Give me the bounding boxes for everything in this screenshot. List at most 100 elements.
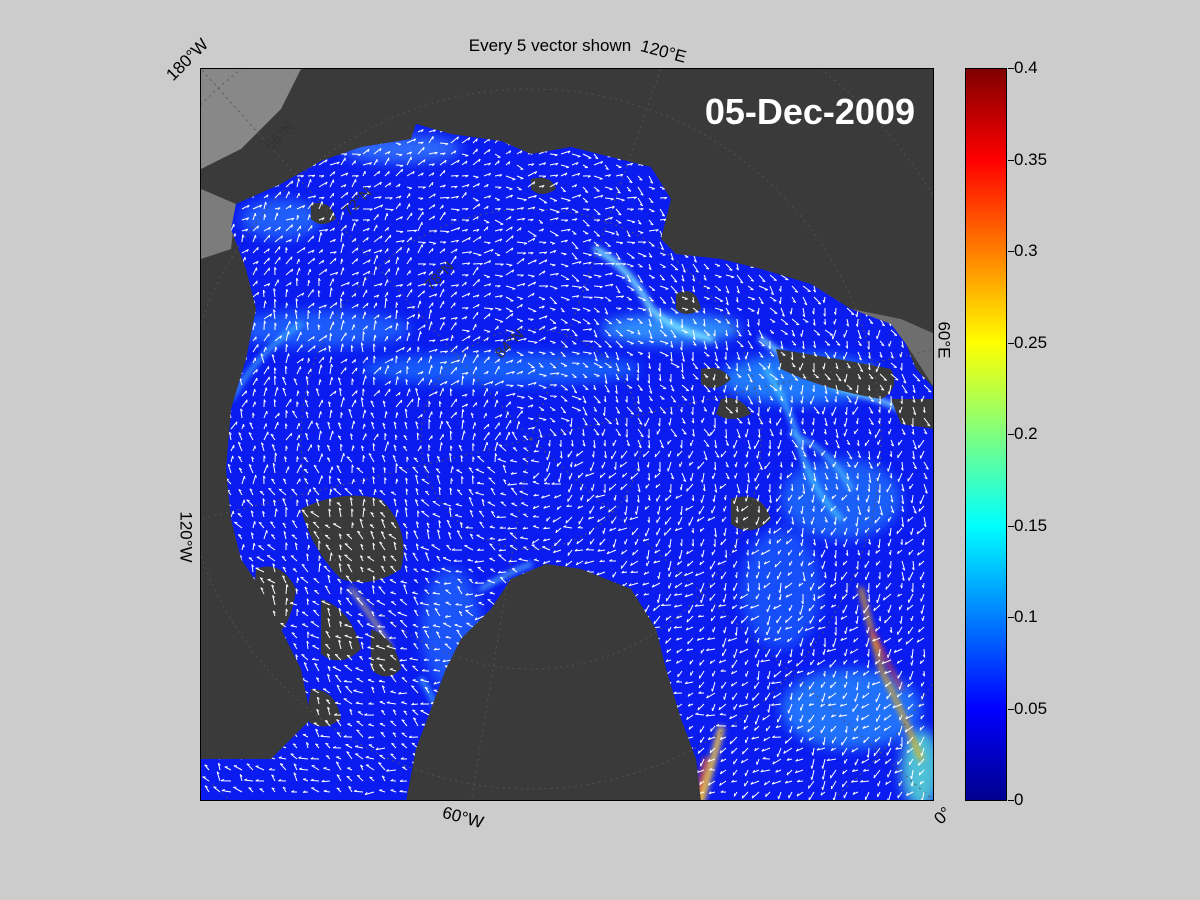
drift-vector [373,314,380,320]
drift-vector-head [356,258,359,262]
drift-vector-head [584,201,588,203]
drift-vector [659,274,665,281]
drift-vector [516,207,524,210]
drift-vector-head [470,412,474,416]
drift-vector-head [542,305,545,309]
drift-vector-head [822,299,825,303]
drift-vector-head [695,270,699,273]
drift-vector [306,322,309,331]
drift-vector-head [321,196,325,200]
drift-vector [461,419,464,430]
drift-vector-head [837,343,841,346]
drift-vector-head [488,172,492,176]
drift-vector [273,309,276,320]
drift-vector-head [616,368,620,372]
drift-vector [417,146,425,155]
drift-vector [439,361,447,364]
drift-vector-head [691,420,695,424]
drift-vector-head [397,256,399,261]
drift-vector-head [288,353,290,357]
drift-vector-head [714,445,717,449]
drift-vector [831,406,837,416]
drift-vector-head [662,254,666,256]
drift-vector-head [365,375,367,379]
drift-vector-head [543,325,546,329]
drift-vector-head [553,395,558,399]
drift-vector [304,400,309,408]
drift-vector [494,307,502,311]
drift-vector [593,417,601,426]
drift-vector-head [802,355,805,359]
drift-vector [890,439,895,447]
drift-vector-head [465,307,469,310]
drift-vector-head [497,285,501,288]
drift-vector-head [498,309,502,311]
drift-vector-head [432,215,436,219]
drift-vector-head [879,355,883,358]
drift-vector-head [273,288,276,292]
drift-vector-head [457,359,460,363]
drift-vector [864,439,870,447]
drift-vector-head [713,333,716,337]
drift-vector [406,257,412,265]
drift-vector-head [428,444,431,448]
drift-vector-head [724,399,728,404]
drift-vector [692,373,699,380]
drift-vector [373,389,380,397]
drift-vector-head [455,291,458,295]
drift-vector-head [479,236,482,240]
drift-vector-head [311,249,315,253]
drift-vector [846,307,855,315]
drift-vector-head [465,372,469,375]
drift-vector [329,390,337,397]
drift-vector [307,257,315,265]
drift-vector [669,417,672,426]
drift-vector-head [793,457,797,461]
drift-vector [747,362,752,372]
drift-vector-head [802,314,806,318]
drift-vector-head [792,300,796,304]
drift-vector-head [295,298,299,302]
drift-vector-head [274,298,277,302]
drift-vector-head [541,209,545,212]
drift-vector-head [912,400,916,403]
drift-vector [747,417,751,425]
drift-vector-head [396,309,399,313]
drift-vector-head [714,398,719,402]
drift-vector [593,262,604,265]
drift-vector-head [440,442,443,446]
drift-vector [714,318,722,323]
drift-vector-head [658,378,662,382]
drift-vector-head [534,195,537,198]
drift-vector-head [340,443,343,447]
drift-vector [439,388,444,397]
drift-vector-head [649,255,653,258]
drift-vector-head [476,229,480,232]
drift-vector-head [305,411,309,415]
drift-vector-head [388,380,392,385]
drift-vector-head [399,336,402,340]
drift-vector [714,362,720,369]
drift-vector [769,307,778,314]
drift-vector-head [693,322,697,325]
drift-vector [758,296,764,305]
drift-vector-head [291,224,293,228]
drift-vector-head [627,189,632,192]
drift-vector-head [573,391,577,394]
drift-vector-head [543,375,547,377]
drift-vector [681,384,690,392]
drift-vector [240,408,243,419]
drift-vector [483,241,491,244]
drift-vector [350,345,353,353]
drift-vector [703,384,711,393]
drift-vector-head [739,281,744,284]
drift-vector-head [706,334,710,336]
drift-vector [329,278,334,287]
drift-vector-head [339,387,342,391]
drift-vector [350,433,353,441]
drift-vector [571,274,580,282]
drift-vector-head [412,171,415,175]
drift-vector-head [420,414,423,418]
drift-vector-head [817,302,822,305]
drift-vector [560,172,568,177]
